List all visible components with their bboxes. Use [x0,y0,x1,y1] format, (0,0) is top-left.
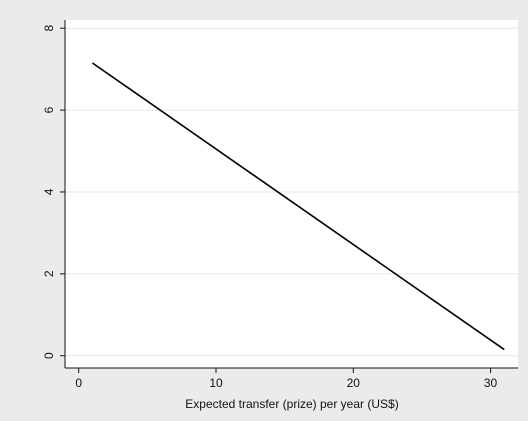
y-axis: 0 2 4 6 8 [42,20,66,368]
y-tick-label-4: 8 [42,25,56,32]
series-group [91,62,505,351]
x-tick-label-0: 0 [75,376,82,390]
y-tick-label-1: 2 [42,270,56,277]
series-line-0 [91,62,505,351]
plot-area [65,20,518,368]
y-tick-label-2: 4 [42,188,56,195]
y-tick-label-3: 6 [42,106,56,113]
gridlines [65,27,518,357]
x-tick-label-1: 10 [209,376,223,390]
x-axis: 0 10 20 30 [65,367,518,390]
x-tick-label-3: 30 [484,376,498,390]
x-tick-label-2: 20 [347,376,361,390]
x-axis-title: Expected transfer (prize) per year (US$) [185,397,398,411]
y-tick-label-0: 0 [42,352,56,359]
